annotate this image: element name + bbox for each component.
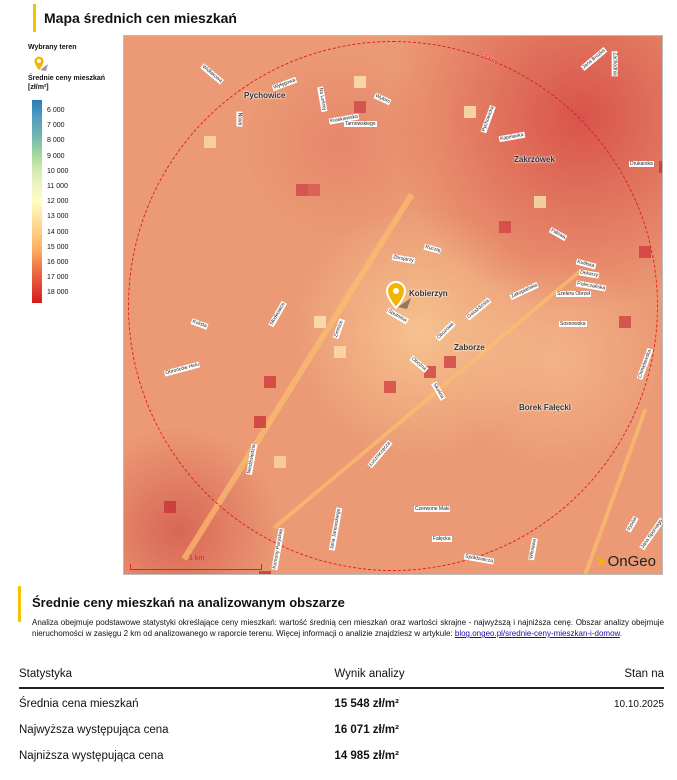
table-row: Najwyższa występująca cena 16 071 zł/m² [19,715,664,741]
district-label: Borek Fałęcki [519,403,572,412]
stat-label: Średnia cena mieszkań [19,698,139,710]
street-label: Jana Spornego [639,517,663,551]
district-label: Pychowice [244,91,286,100]
stat-value: 16 071 zł/m² [334,724,399,736]
analysis-section-title: Średnie ceny mieszkań na analizowanym ob… [32,595,345,610]
district-label: Zakrzówek [514,155,555,164]
legend-tick-label: 7 000 [47,122,65,130]
legend-color-scale [32,100,42,303]
legend-tick-label: 12 000 [47,198,69,206]
legend-tick-label: 15 000 [47,243,69,251]
price-cell [164,501,176,513]
legend-tick-label: 13 000 [47,213,69,221]
district-label: Kobierzyn [409,289,448,298]
street-label: Wilniawa [528,537,538,561]
stat-label: Najwyższa występująca cena [19,724,169,736]
price-cell [259,571,271,574]
table-row: Średnia cena mieszkań 15 548 zł/m² 10.10… [19,688,664,715]
stat-value: 14 985 zł/m² [334,750,399,762]
logo-text: OnGeo [607,553,656,570]
stat-label: Najniższa występująca cena [19,750,164,762]
street-label: Czerwone Maki [414,506,451,512]
legend-tick-label: 11 000 [47,183,68,190]
legend-price-label: Średnie ceny mieszkań [zł/m²] [28,74,105,92]
blog-link[interactable]: blog.ongeo.pl/srednie-ceny-mieszkan-i-do… [454,629,620,638]
street-label: Nowa [236,111,243,127]
street-label: Drukarska [629,161,654,167]
analysis-radius-circle [128,41,658,571]
map-scale-bar: 1 km [130,555,262,570]
street-label: Irysów [625,515,639,533]
description-text: Analiza obejmuje podstawowe statystyki o… [32,618,664,638]
location-pin-icon [33,55,49,78]
price-cell [659,161,662,173]
stat-value: 15 548 zł/m² [334,698,399,710]
table-row: Najniższa występująca cena 14 985 zł/m² [19,741,664,767]
street-label: Jana Brożka [580,47,608,71]
legend-tick-label: 10 000 [47,167,69,175]
street-label: Fałęcka [432,536,452,542]
stats-table: Statystyka Wynik analizy Stan na Średnia… [19,665,664,767]
legend-unit: [zł/m²] [28,84,49,91]
column-header: Wynik analizy [334,665,559,689]
ongeo-logo: ➤OnGeo [595,552,656,570]
map-section-title: Mapa średnich cen mieszkań [44,10,237,26]
legend-tick-label: 8 000 [47,137,65,145]
stat-date: 10.10.2025 [613,698,664,710]
legend-tick-label: 14 000 [47,228,69,236]
legend-selected-area-label: Wybrany teren [28,44,77,51]
section-accent-bar [33,4,36,32]
section-accent-bar [18,586,21,622]
selected-area-pin-icon[interactable] [385,280,412,316]
street-label: Szelera Obrzeł [556,291,592,297]
description-suffix: . [619,629,623,638]
legend-price-title: Średnie ceny mieszkań [28,75,106,82]
analysis-description: Analiza obejmuje podstawowe statystyki o… [32,617,664,639]
district-label: Zaborze [454,343,485,352]
street-label: Spółdzielcza [463,553,495,565]
column-header: Stan na [558,665,664,689]
street-label: Widłakowa [200,63,225,85]
legend-tick-label: 18 000 [47,289,69,297]
scale-label: 1 km [189,555,205,562]
legend-tick-label: 16 000 [47,259,69,266]
price-heatmap[interactable]: 2 km Pychowice Zakrzówek Kobierzyn Zabor… [123,35,663,575]
logo-arrow-icon: ➤ [595,553,608,570]
street-label: Sosnowska [559,321,587,327]
legend-tick-label: 6 000 [47,107,65,114]
column-header: Statystyka [19,665,335,689]
stat-date [558,741,664,767]
street-label: Tarnowskiego [344,121,377,127]
legend-tick-label: 17 000 [47,274,69,282]
street-label: Zachodnia [611,51,618,77]
legend-tick-label: 9 000 [47,152,65,160]
stat-date [558,715,664,741]
